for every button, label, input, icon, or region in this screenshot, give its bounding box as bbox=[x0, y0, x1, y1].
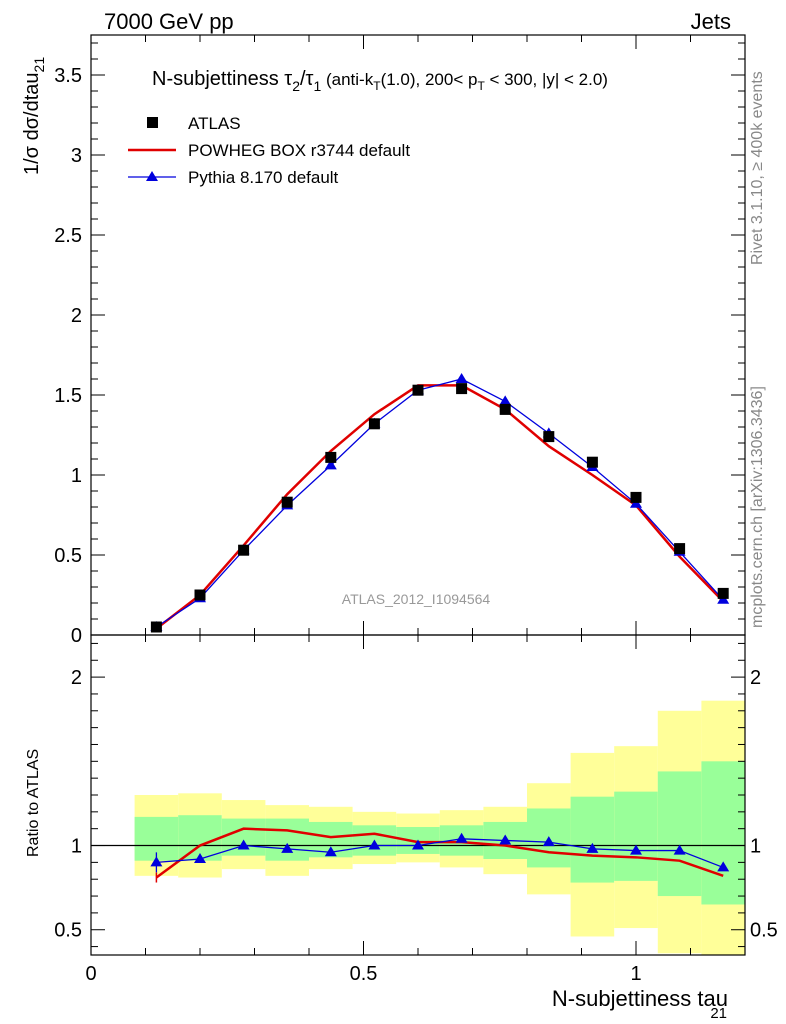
atlas-point bbox=[325, 451, 337, 463]
x-tick-label: 0.5 bbox=[350, 963, 378, 985]
x-tick-label: 1 bbox=[630, 963, 641, 985]
y-tick-label: 2 bbox=[71, 305, 82, 327]
x-tick-label: 0 bbox=[85, 963, 96, 985]
powheg-line bbox=[155, 384, 725, 630]
atlas-point bbox=[412, 384, 424, 396]
legend-marker-atlas bbox=[147, 117, 158, 128]
analysis-watermark: ATLAS_2012_I1094564 bbox=[342, 591, 491, 607]
title-sub3: T bbox=[373, 79, 381, 93]
title-main: N-subjettiness τ bbox=[152, 68, 292, 90]
atlas-point bbox=[281, 496, 293, 508]
y-tick-label: 1 bbox=[71, 465, 82, 487]
ratio-pythia-line bbox=[156, 838, 724, 869]
ratio-y-axis-label: Ratio to ATLAS bbox=[25, 749, 42, 857]
ratio-panel: 0 0.5 10.5 0.51 12 2 bbox=[54, 634, 778, 985]
ratio-pythia-point bbox=[150, 856, 163, 867]
title-slash: /τ bbox=[300, 68, 314, 90]
plot-title: N-subjettiness τ2/τ1 (anti-kT(1.0), 200<… bbox=[152, 68, 608, 94]
atlas-point bbox=[717, 587, 729, 599]
ratio-y-tick-label-right: 1 bbox=[750, 836, 761, 858]
ratio-pythia-point bbox=[237, 839, 250, 850]
ratio-pythia-point bbox=[717, 861, 730, 872]
title-sub2: 1 bbox=[313, 78, 321, 94]
ratio-y-tick-label: 1 bbox=[71, 836, 82, 858]
y-axis-label-main: 1/σ dσ/dtau bbox=[21, 72, 43, 175]
title-cond-b: (1.0), 200< p bbox=[381, 70, 478, 89]
y-tick-label: 0.5 bbox=[54, 545, 82, 567]
ratio-band-inner bbox=[614, 791, 658, 881]
atlas-point bbox=[543, 431, 555, 443]
ratio-band-inner bbox=[570, 796, 615, 883]
y-tick-label: 3 bbox=[71, 145, 82, 167]
ratio-pythia-point bbox=[412, 839, 424, 850]
atlas-point bbox=[630, 491, 642, 503]
ratio-y-tick-label: 2 bbox=[71, 667, 82, 689]
ratio-pythia-point bbox=[281, 842, 294, 853]
legend-label-atlas: ATLAS bbox=[188, 114, 241, 133]
ratio-pythia-point bbox=[368, 839, 381, 850]
y-tick-label: 2.5 bbox=[54, 225, 82, 247]
mcplots-info: mcplots.cern.ch [arXiv:1306.3436] bbox=[749, 386, 766, 628]
atlas-point bbox=[150, 621, 162, 633]
ratio-band-inner bbox=[657, 771, 702, 897]
atlas-point bbox=[368, 418, 380, 430]
y-axis-label: 1/σ dσ/dtau21 bbox=[21, 57, 47, 175]
atlas-point bbox=[456, 383, 468, 395]
ratio-y-tick-label-right: 2 bbox=[750, 667, 761, 689]
x-axis-label-sub: 21 bbox=[710, 1005, 727, 1022]
ratio-pythia-point bbox=[630, 844, 642, 855]
pythia-line bbox=[156, 378, 724, 628]
legend-marker-pythia bbox=[146, 171, 158, 181]
ratio-pythia-point bbox=[673, 844, 686, 855]
pythia-point bbox=[324, 459, 337, 470]
ratio-pythia-point bbox=[194, 853, 206, 863]
ratio-pythia-point bbox=[499, 834, 512, 845]
atlas-point bbox=[499, 403, 511, 415]
y-tick-label: 3.5 bbox=[54, 65, 82, 87]
legend: ATLAS POWHEG BOX r3744 default Pythia 8.… bbox=[128, 114, 410, 187]
main-panel: 0 0.5 1 1.5 2 2.5 3 3.5 bbox=[54, 34, 746, 647]
y-tick-label: 0 bbox=[71, 625, 82, 647]
x-axis-label-main: N-subjettiness tau bbox=[552, 986, 728, 1011]
ratio-band-inner bbox=[701, 761, 745, 905]
ratio-pythia-point bbox=[542, 836, 555, 847]
rivet-info: Rivet 3.1.10, ≥ 400k events bbox=[749, 71, 766, 265]
y-axis-label-sub: 21 bbox=[31, 57, 47, 73]
ratio-band-inner bbox=[265, 818, 309, 861]
header-left: 7000 GeV pp bbox=[104, 9, 234, 34]
title-cond-a: (anti-k bbox=[321, 70, 373, 89]
pythia-point bbox=[455, 373, 468, 383]
title-sub4: T bbox=[477, 79, 485, 93]
y-tick-label: 1.5 bbox=[54, 385, 82, 407]
pythia-point bbox=[499, 395, 512, 406]
atlas-point bbox=[194, 589, 206, 601]
atlas-point bbox=[238, 544, 250, 556]
title-cond-c: < 300, |y| < 2.0) bbox=[485, 70, 608, 89]
ratio-pythia-point bbox=[324, 846, 337, 857]
ratio-y-tick-label-right: 0.5 bbox=[750, 920, 778, 942]
atlas-point bbox=[586, 456, 598, 468]
x-axis-label: N-subjettiness tau 21 bbox=[552, 986, 728, 1022]
legend-label-powheg: POWHEG BOX r3744 default bbox=[188, 141, 410, 160]
title-sub1: 2 bbox=[292, 78, 300, 94]
header-right: Jets bbox=[691, 9, 731, 34]
atlas-point bbox=[674, 543, 686, 555]
legend-label-pythia: Pythia 8.170 default bbox=[188, 168, 339, 187]
ratio-pythia-point bbox=[586, 842, 599, 853]
ratio-y-tick-label: 0.5 bbox=[54, 920, 82, 942]
ratio-pythia-point bbox=[455, 832, 468, 843]
